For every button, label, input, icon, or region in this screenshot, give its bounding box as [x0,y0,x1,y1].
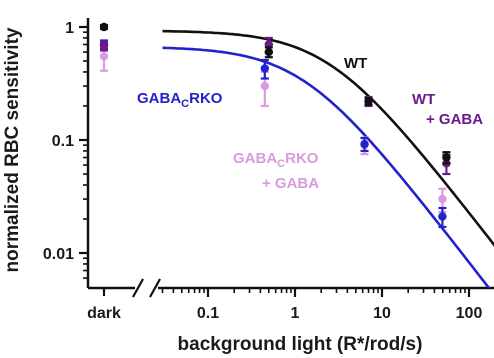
marker [442,153,451,162]
x-tick-label: 10 [373,305,391,322]
y-tick-label: 0.1 [52,133,74,150]
point-gabacrko [260,58,270,80]
marker [260,81,270,91]
point-gabacrko [360,136,369,153]
label-rko-main: GABA [137,90,181,107]
marker [99,52,109,61]
x-tick-label: 100 [456,305,483,322]
marker [264,47,274,57]
data-points [99,22,451,229]
y-axis-title: normalized RBC sensitivity [2,27,23,272]
point-wt [442,151,451,165]
x-tick-label: 0.1 [197,305,219,322]
label-rko-gaba-rest: RKO [285,150,319,167]
x-tick-label: 1 [291,305,300,322]
label-rko-gaba-sub: C [277,158,285,170]
label-rko-sub: C [181,98,189,110]
marker [364,97,373,106]
label-rko-gaba: GABACRKO [233,150,319,170]
fit-curve-wt [162,29,494,247]
label-rko-gaba-main: GABA [233,150,277,167]
label-wt-gaba-line2-text: + GABA [426,111,483,128]
marker [99,22,109,32]
marker [360,139,369,149]
fit-curve-gabacrko [162,46,491,288]
point-dark-wt-gaba [99,40,109,52]
fit-curves [162,29,494,288]
label-rko-rest: RKO [189,90,223,107]
point-wt [364,96,373,106]
marker [99,41,109,51]
y-axis-ticks: 1 0.1 0.01 [43,20,88,279]
label-wt-gaba: WT [412,91,435,108]
y-tick-label: 1 [65,20,74,37]
point-dark-wt [99,22,109,32]
label-wt-gaba-line1: WT [412,91,435,108]
y-tick-label: 0.01 [43,246,74,263]
x-axis-ticks: 0.1 1 10 100 [102,288,483,322]
marker [438,212,447,221]
x-axis-title: background light (R*/rod/s) [178,334,423,355]
label-rko: GABACRKO [137,90,223,110]
label-wt: WT [344,55,367,72]
marker [438,194,447,204]
marker [260,64,270,73]
point-gabacrko [438,206,447,229]
axis-break [132,278,161,298]
point-wt [264,46,274,59]
x-tick-label-dark: dark [87,305,121,322]
label-rko-gaba-line2: + GABA [262,175,319,192]
